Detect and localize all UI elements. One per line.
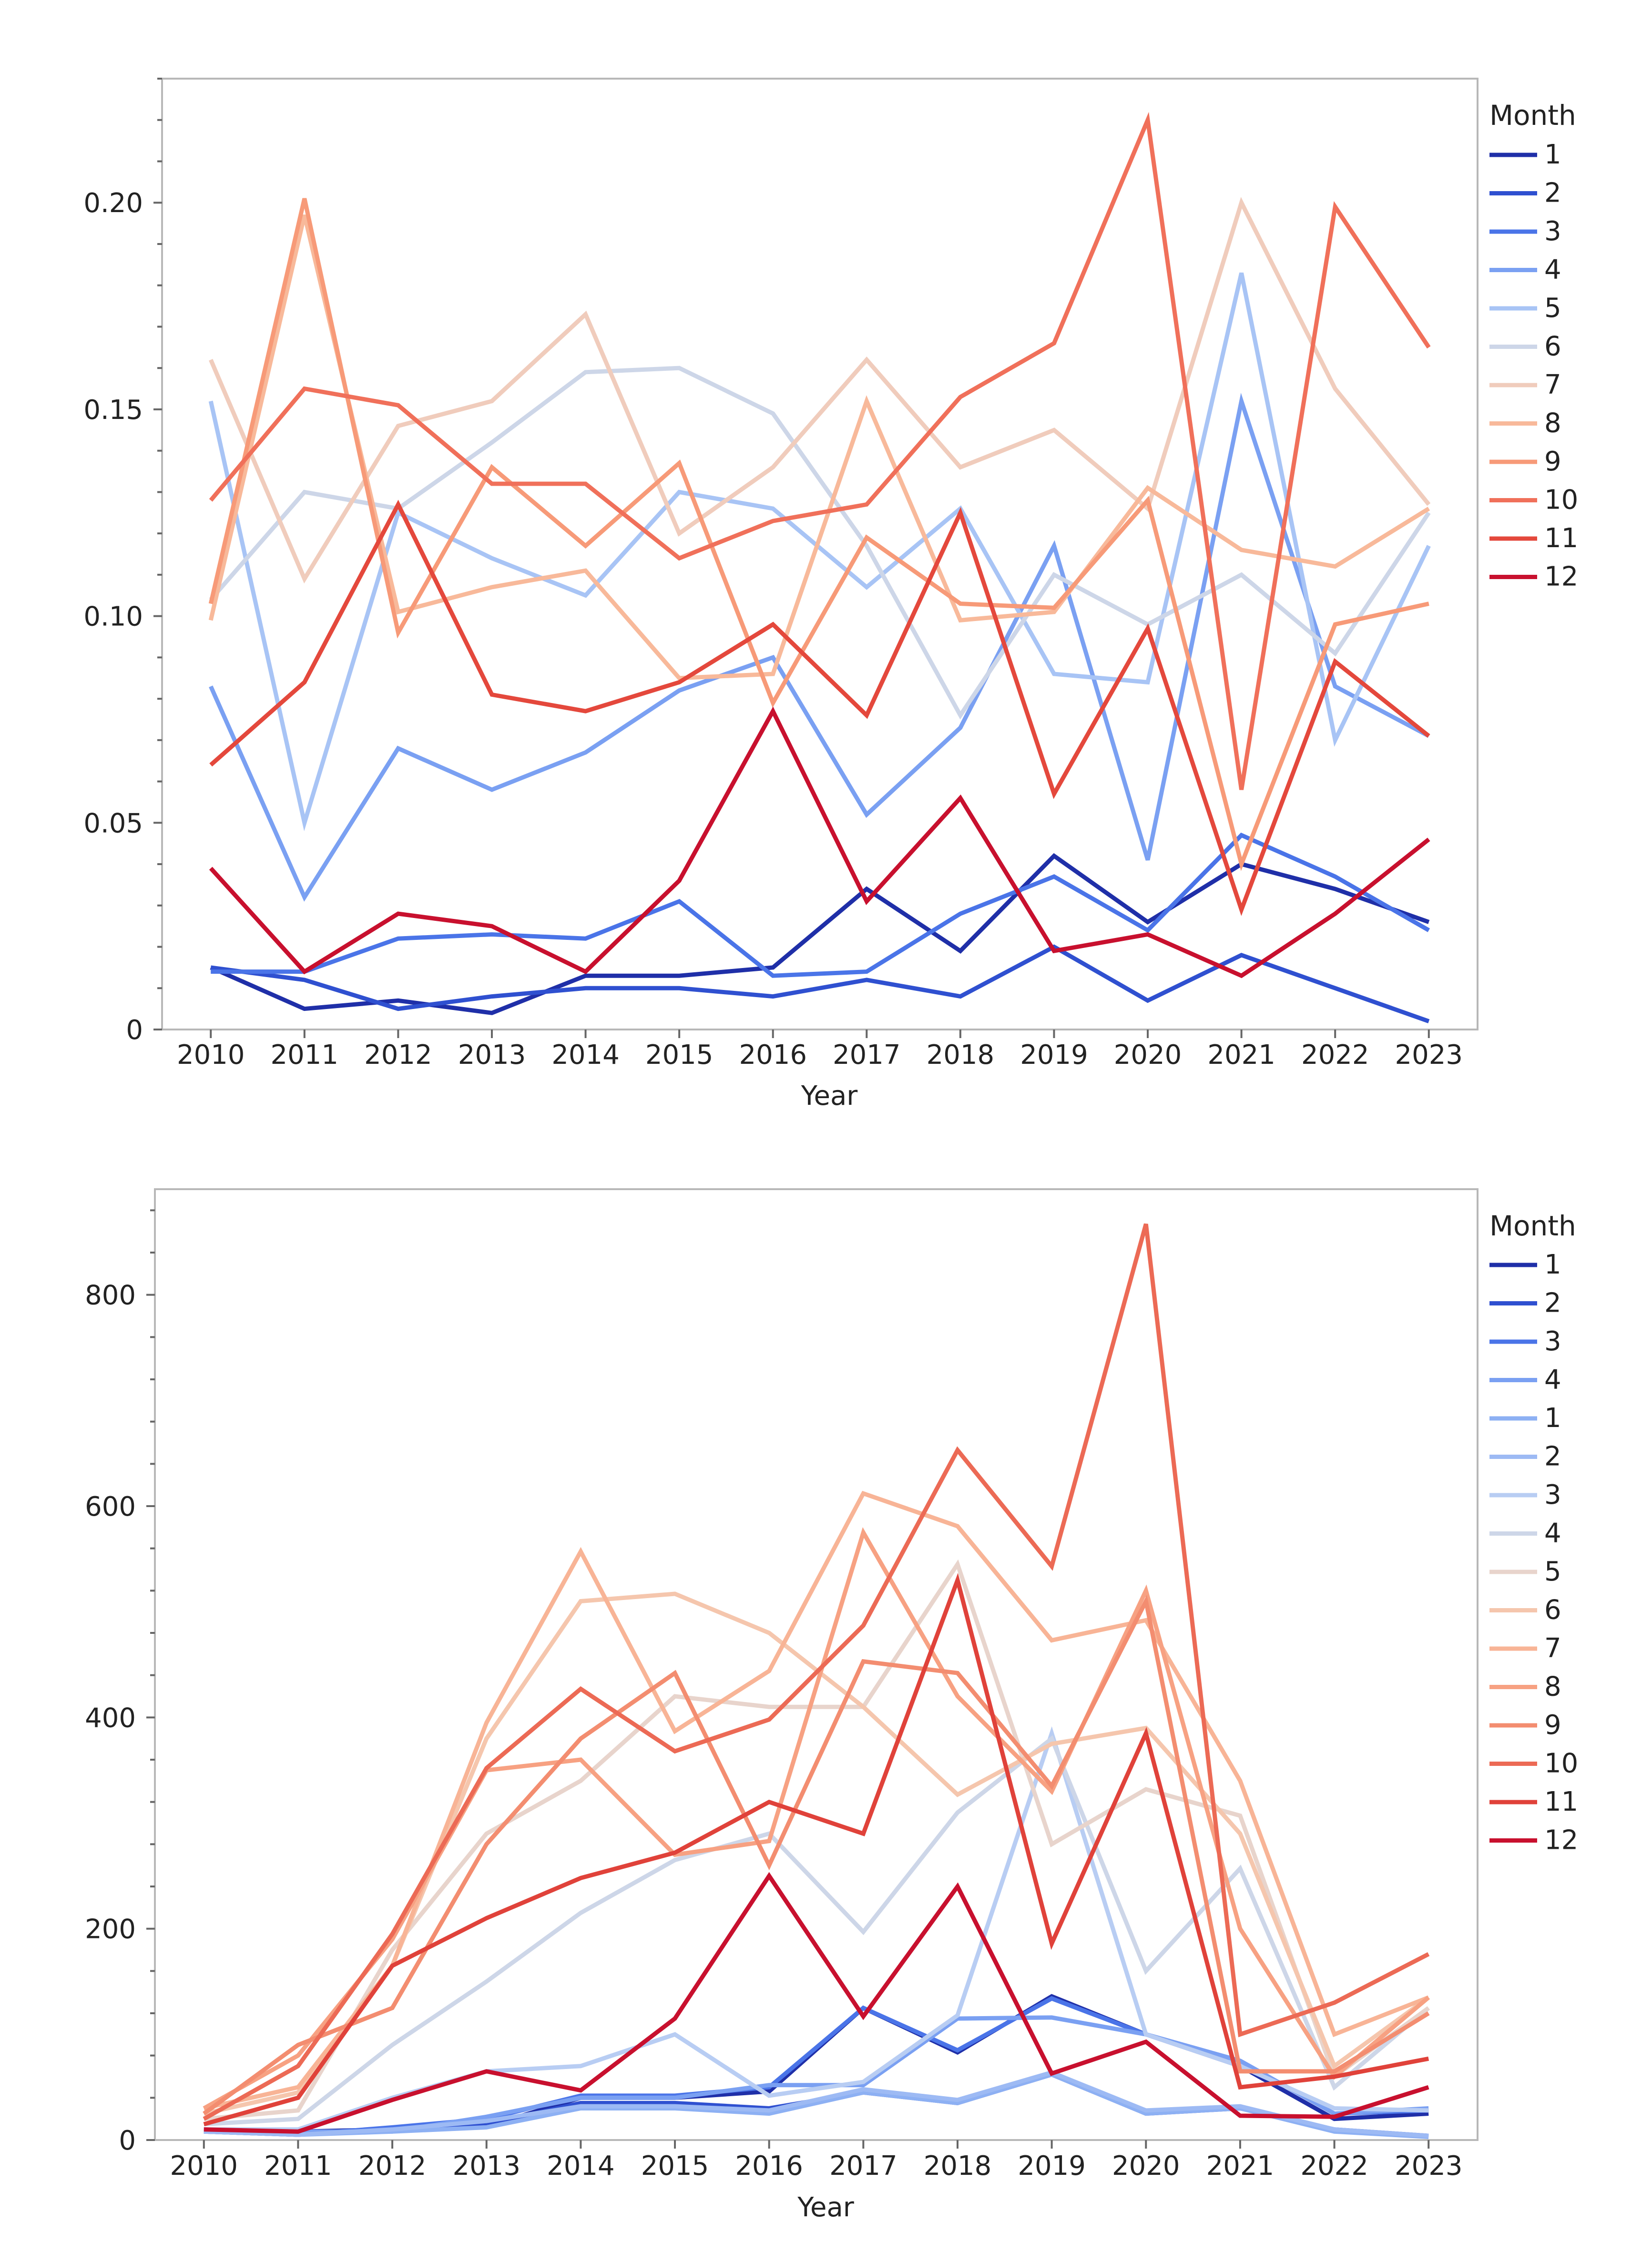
- legend-label: 4: [1544, 1365, 1561, 1396]
- legend-label: 11: [1544, 1786, 1578, 1817]
- x-tick-label: 2012: [358, 2151, 427, 2181]
- legend-label: 9: [1544, 1710, 1561, 1741]
- series-line-month-3: [211, 832, 1430, 978]
- x-tick-label: 2013: [452, 2151, 520, 2181]
- x-tick-label: 2021: [1207, 1040, 1275, 1070]
- x-axis-title: Year: [797, 2192, 855, 2223]
- y-tick-label: 200: [85, 1914, 136, 1945]
- series-line-month-12: [209, 706, 1430, 979]
- legend-label: 2: [1544, 1441, 1561, 1472]
- legend-title: Month: [1489, 99, 1576, 132]
- series-line-month-1: [204, 2072, 1429, 2139]
- series-line-month-10: [209, 112, 1431, 790]
- x-tick-label: 2014: [547, 2151, 615, 2181]
- legend-label: 8: [1544, 408, 1561, 439]
- y-tick-label: 0.10: [83, 601, 143, 632]
- y-tick-label: 800: [85, 1280, 136, 1311]
- legend-label: 8: [1544, 1672, 1561, 1702]
- legend-label: 3: [1544, 216, 1561, 247]
- y-tick-label: 0.20: [83, 188, 143, 219]
- series-line-month-9: [208, 198, 1429, 871]
- bottom-chart: 0 200 400 600 800 2010 2011 2012 2013 2014 2015 201…: [85, 1188, 1578, 2223]
- x-tick-label: 2019: [1018, 2151, 1086, 2181]
- series-line-month-5: [208, 272, 1431, 832]
- x-tick-label: 2023: [1395, 2151, 1463, 2181]
- x-tick-label: 2016: [739, 1040, 807, 1070]
- series-line-month-1: [210, 853, 1430, 1015]
- x-axis-title: Year: [801, 1081, 858, 1111]
- x-tick-label: 2012: [364, 1040, 432, 1070]
- legend-label: 10: [1544, 485, 1578, 516]
- x-tick-label: 2015: [641, 2151, 709, 2181]
- x-tick-label: 2010: [170, 2151, 238, 2181]
- x-tick-label: 2018: [927, 1040, 995, 1070]
- series-line-month-12: [204, 1872, 1429, 2134]
- legend-label: 7: [1544, 369, 1561, 400]
- legend-label: 2: [1544, 1288, 1561, 1319]
- x-tick-label: 2022: [1301, 1040, 1369, 1070]
- legend-title: Month: [1489, 1210, 1576, 1242]
- legend-label: 1: [1544, 1249, 1561, 1280]
- legend-label: 6: [1544, 1595, 1561, 1626]
- legend-label: 7: [1544, 1633, 1561, 1664]
- x-tick-label: 2021: [1206, 2151, 1275, 2181]
- y-tick-label: 0: [119, 2125, 136, 2156]
- y-tick-label: 400: [85, 1702, 136, 1733]
- y-tick-label: 0.05: [83, 808, 143, 839]
- x-tick-label: 2020: [1114, 1040, 1182, 1070]
- x-tick-label: 2017: [829, 2151, 897, 2181]
- x-tick-label: 2022: [1300, 2151, 1368, 2181]
- x-tick-label: 2010: [177, 1040, 245, 1070]
- legend-label: 4: [1544, 255, 1561, 285]
- legend-label: 12: [1544, 1825, 1578, 1856]
- x-tick-label: 2016: [735, 2151, 803, 2181]
- legend-label: 10: [1544, 1748, 1578, 1779]
- x-tick-label: 2011: [271, 1040, 339, 1070]
- legend-label: 5: [1544, 1556, 1561, 1587]
- legend-label: 2: [1544, 178, 1561, 209]
- x-tick-label: 2013: [458, 1040, 526, 1070]
- series-line-month-11: [209, 499, 1430, 916]
- y-tick-label: 0: [126, 1015, 143, 1046]
- legend-label: 5: [1544, 293, 1561, 324]
- top-chart: 0 0.05 0.10 0.15 0.20 2010 2011 2012 2013 2014 201…: [83, 78, 1578, 1111]
- series-line-month-10: [203, 1223, 1430, 2121]
- legend-label: 3: [1544, 1326, 1561, 1357]
- series-line-month-7: [203, 1490, 1429, 2110]
- y-tick-label: 600: [85, 1491, 136, 1522]
- series-line-month-4: [209, 393, 1430, 902]
- legend-label: 3: [1544, 1479, 1561, 1510]
- legend-label: 1: [1544, 139, 1561, 170]
- x-tick-label: 2015: [645, 1040, 714, 1070]
- x-tick-label: 2011: [264, 2151, 332, 2181]
- legend-label: 11: [1544, 523, 1578, 554]
- legend-label: 12: [1544, 561, 1578, 592]
- plot-frame: [154, 1188, 1479, 2141]
- series-line-month-8: [203, 1527, 1430, 2110]
- x-tick-label: 2020: [1112, 2151, 1180, 2181]
- x-tick-label: 2014: [551, 1040, 620, 1070]
- y-tick-label: 0.15: [83, 395, 143, 426]
- x-tick-label: 2019: [1020, 1040, 1088, 1070]
- x-tick-label: 2018: [924, 2151, 992, 2181]
- series-line-month-11: [203, 1573, 1429, 2127]
- legend-label: 1: [1544, 1403, 1561, 1434]
- legend-label: 6: [1544, 331, 1561, 362]
- series-line-month-9: [203, 1594, 1430, 2116]
- legend-label: 4: [1544, 1518, 1561, 1549]
- x-tick-label: 2017: [833, 1040, 901, 1070]
- plot-frame: [161, 78, 1479, 1030]
- series-line-month-2: [210, 944, 1430, 1023]
- series-line-month-6: [209, 366, 1431, 720]
- series-line-month-2: [204, 2070, 1429, 2138]
- series-line-month-7: [209, 197, 1431, 584]
- x-tick-label: 2023: [1395, 1040, 1463, 1070]
- legend-label: 9: [1544, 446, 1561, 477]
